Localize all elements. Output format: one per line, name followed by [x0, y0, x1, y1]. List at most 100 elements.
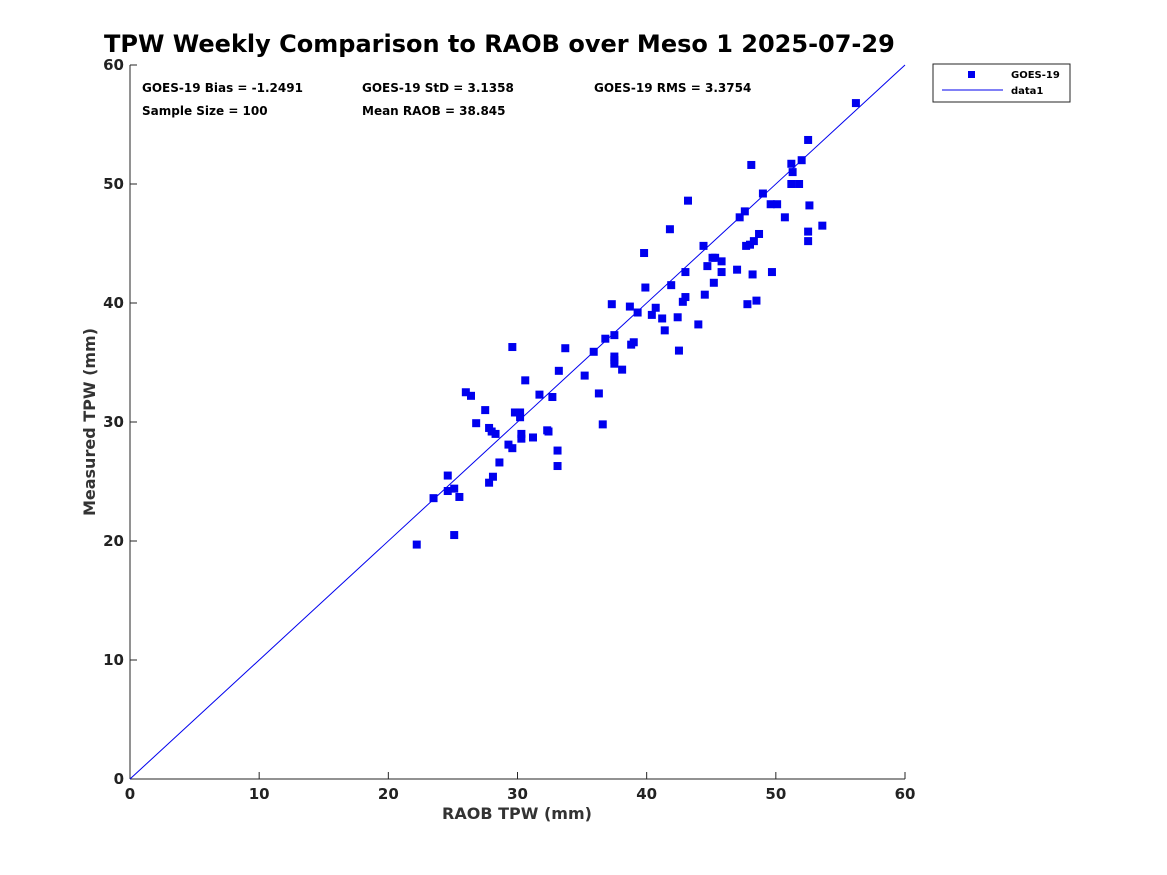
scatter-point	[544, 427, 553, 436]
scatter-point	[495, 458, 504, 467]
scatter-point	[529, 433, 537, 442]
y-tick-label: 30	[103, 413, 124, 431]
y-tick-label: 60	[103, 56, 124, 74]
scatter-point	[703, 262, 712, 271]
scatter-point	[773, 200, 782, 209]
scatter-point	[787, 159, 796, 168]
stat-bias: GOES-19 Bias = -1.2491	[142, 81, 303, 95]
scatter-point	[450, 531, 459, 540]
scatter-point	[553, 446, 562, 455]
y-ticks: 0 10 20 30 40 50 60	[103, 56, 137, 788]
scatter-point	[641, 283, 650, 292]
scatter-series-goes19	[412, 99, 860, 549]
scatter-point	[633, 308, 642, 317]
scatter-point	[412, 540, 421, 549]
series-line-data1	[129, 64, 906, 780]
y-tick-label: 0	[114, 770, 124, 788]
scatter-point	[488, 472, 497, 481]
scatter-point	[805, 201, 814, 210]
scatter-point	[461, 388, 470, 397]
scatter-point	[678, 297, 687, 306]
scatter-point	[717, 257, 726, 266]
scatter-point	[508, 343, 517, 352]
scatter-point	[589, 347, 598, 356]
y-tick-label: 40	[103, 294, 124, 312]
scatter-point	[733, 265, 742, 274]
x-tick-label: 10	[249, 785, 270, 803]
scatter-point	[535, 390, 544, 399]
scatter-point	[610, 331, 619, 340]
scatter-point	[553, 462, 562, 471]
scatter-point	[554, 366, 563, 375]
y-tick-label: 50	[103, 175, 124, 193]
scatter-point	[481, 406, 490, 415]
x-tick-label: 60	[895, 785, 916, 803]
legend-label-goes19: GOES-19	[1011, 70, 1060, 81]
scatter-point	[755, 229, 764, 238]
scatter-point	[561, 344, 570, 353]
scatter-point	[665, 225, 674, 234]
scatter-point	[717, 268, 726, 277]
stat-sample-size: Sample Size = 100	[142, 104, 268, 118]
scatter-point	[766, 200, 775, 209]
scatter-point	[517, 429, 526, 438]
scatter-point	[601, 334, 610, 343]
scatter-point	[443, 471, 452, 480]
scatter-point	[681, 268, 690, 277]
legend: GOES-19 data1	[932, 63, 1071, 103]
scatter-point	[516, 408, 525, 417]
scatter-point	[618, 365, 627, 374]
scatter-point	[711, 253, 720, 262]
scatter-point	[429, 494, 438, 503]
stat-rms: GOES-19 RMS = 3.3754	[594, 81, 751, 95]
scatter-point	[684, 196, 692, 205]
scatter-point	[788, 168, 797, 177]
legend-label-data1: data1	[1011, 86, 1043, 97]
x-ticks: 0 10 20 30 40 50 60	[125, 772, 916, 803]
y-tick-label: 20	[103, 532, 124, 550]
scatter-point	[640, 249, 649, 258]
scatter-point	[787, 180, 796, 188]
scatter-point	[797, 156, 806, 165]
x-tick-label: 40	[636, 785, 657, 803]
x-tick-label: 50	[765, 785, 786, 803]
scatter-point	[818, 221, 827, 230]
scatter-point	[735, 213, 744, 222]
x-tick-label: 20	[378, 785, 399, 803]
stat-std: GOES-19 StD = 3.1358	[362, 81, 514, 95]
scatter-point	[743, 300, 752, 309]
scatter-point	[851, 99, 860, 108]
stat-mean-raob: Mean RAOB = 38.845	[362, 104, 506, 118]
scatter-point	[625, 302, 634, 311]
line-series-data1	[129, 64, 906, 780]
scatter-point	[767, 268, 776, 277]
scatter-point	[510, 408, 519, 417]
scatter-point	[491, 429, 500, 438]
scatter-point	[709, 278, 718, 287]
scatter-point	[658, 314, 667, 323]
scatter-point	[647, 310, 656, 319]
scatter-point	[804, 227, 813, 236]
scatter-point	[674, 346, 683, 355]
scatter-point	[667, 281, 676, 290]
scatter-point	[747, 160, 756, 169]
scatter-point	[804, 237, 813, 246]
scatter-point	[740, 207, 749, 216]
scatter-point	[694, 320, 703, 329]
scatter-point	[508, 444, 517, 453]
scatter-point	[485, 478, 494, 487]
scatter-point	[450, 484, 459, 493]
legend-box	[932, 63, 1071, 103]
scatter-point	[748, 270, 757, 279]
scatter-point	[580, 371, 589, 380]
scatter-point	[598, 420, 607, 429]
scatter-point	[607, 300, 616, 309]
scatter-point	[758, 189, 767, 198]
y-tick-label: 10	[103, 651, 124, 669]
scatter-point	[472, 419, 481, 428]
scatter-point	[795, 180, 804, 188]
scatter-point	[651, 303, 660, 312]
legend-marker-goes19	[968, 71, 975, 78]
scatter-point	[467, 391, 475, 400]
